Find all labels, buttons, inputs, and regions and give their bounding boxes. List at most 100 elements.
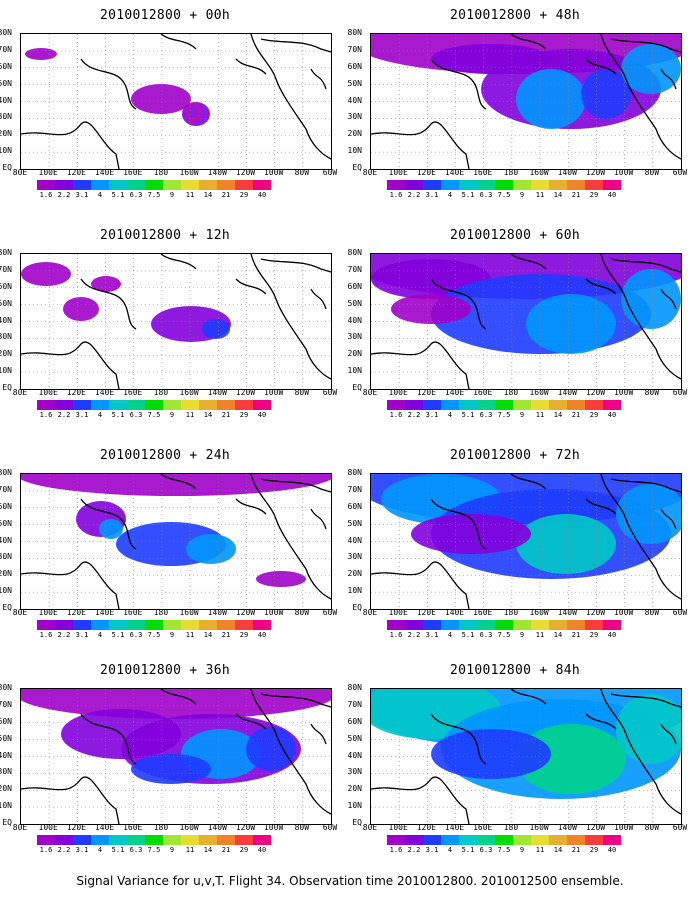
latitude-label: 10N [347, 586, 362, 596]
colorbar-label: 1.6 [389, 846, 403, 854]
variance-contour [621, 269, 681, 329]
forecast-panel: 2010012800 + 84h 80N 70N 60N 50N 40N 30N 20N 10N… [348, 663, 688, 863]
panel-title: 2010012800 + 24h [99, 448, 231, 463]
latitude-label: 70N [0, 484, 12, 494]
colorbar-swatch [405, 180, 423, 190]
longitude-label: 160E [123, 823, 143, 832]
variance-contour [411, 514, 531, 554]
colorbar-label: 40 [257, 191, 267, 199]
colorbar-label: 2.2 [57, 191, 71, 199]
longitude-label: 180 [153, 388, 169, 397]
observation-marker [186, 102, 200, 122]
colorbar-swatch [127, 400, 145, 410]
colorbar-swatch [549, 180, 567, 190]
colorbar-label: 5.1 [111, 631, 125, 639]
colorbar-swatch [567, 620, 585, 630]
longitude-axis: 80E 100E 120E 140E 160E 180 160W 140W 120W 100W 80… [356, 388, 692, 398]
longitude-label: 60W [672, 168, 688, 177]
colorbar-swatch [405, 620, 423, 630]
latitude-label: EQ [352, 818, 362, 827]
colorbar-label: 14 [553, 631, 563, 639]
colorbar-swatch [531, 835, 549, 845]
colorbar-label: 14 [553, 411, 563, 419]
map-plot [20, 688, 332, 825]
coastline [80, 498, 137, 550]
latitude-label: 80N [0, 468, 12, 477]
colorbar-label: 6.3 [129, 191, 143, 199]
coastline [510, 254, 547, 270]
variance-contour [186, 534, 236, 564]
variance-contour [202, 319, 230, 339]
colorbar-labels: 1.6 2.2 3.1 4 5.1 6.3 7.5 9 11 14 21 29 40 [387, 191, 657, 200]
longitude-label: 60W [322, 823, 338, 832]
longitude-label: 100W [263, 608, 284, 617]
coastline [21, 121, 120, 169]
colorbar-swatch [163, 620, 181, 630]
latitude-label: 80N [0, 683, 12, 692]
panel-title: 2010012800 + 12h [99, 228, 231, 243]
colorbar-label: 5.1 [461, 411, 475, 419]
longitude-label: 120E [66, 168, 86, 177]
longitude-label: 80E [362, 823, 378, 832]
coastline [600, 254, 681, 380]
colorbar [37, 180, 271, 190]
colorbar-label: 2.2 [407, 411, 421, 419]
colorbar-label: 29 [239, 191, 249, 199]
variance-contour [131, 84, 191, 114]
longitude-axis: 80E 100E 120E 140E 160E 180 160W 140W 120W 100W 80… [6, 388, 342, 398]
variance-contour [99, 519, 123, 539]
longitude-label: 80W [294, 388, 310, 397]
colorbar-swatch [199, 180, 217, 190]
variance-contour [431, 729, 551, 779]
longitude-label: 120W [235, 823, 256, 832]
variance-field [21, 474, 331, 609]
map-plot [370, 33, 682, 170]
variance-contour [516, 724, 626, 794]
map-plot [20, 473, 332, 610]
colorbar-label: 5.1 [461, 191, 475, 199]
latitude-label: 30N [347, 552, 362, 562]
latitude-label: 80N [347, 28, 362, 37]
colorbar-swatch [253, 620, 271, 630]
longitude-label: 160W [529, 388, 549, 397]
map-plot [20, 33, 332, 170]
coastline [610, 478, 681, 493]
colorbar-label: 29 [589, 191, 599, 199]
colorbar-swatch [441, 400, 459, 410]
longitude-label: 60W [672, 388, 688, 397]
longitude-label: 100W [613, 168, 634, 177]
latitude-label: 30N [347, 112, 362, 122]
colorbar [37, 620, 271, 630]
colorbar-labels: 1.6 2.2 3.1 4 5.1 6.3 7.5 9 11 14 21 29 40 [387, 846, 657, 855]
colorbar-label: 9 [169, 191, 175, 199]
colorbar-swatch [567, 400, 585, 410]
longitude-label: 160E [123, 168, 143, 177]
colorbar-swatch [477, 835, 495, 845]
forecast-panel: 2010012800 + 48h 80N 70N 60N 50N 40N 30N 20N 10N… [348, 8, 688, 208]
longitude-label: 140W [557, 823, 577, 832]
colorbar-label: 40 [257, 631, 267, 639]
colorbar-swatch [477, 180, 495, 190]
longitude-label: 80E [362, 608, 378, 617]
colorbar-swatch [37, 620, 55, 630]
colorbar-swatch [181, 835, 199, 845]
colorbar-label: 14 [203, 631, 213, 639]
latitude-label: 60N [0, 61, 12, 71]
colorbar-swatch [91, 400, 109, 410]
coastline [510, 689, 547, 705]
panel-title: 2010012800 + 48h [449, 8, 581, 23]
latitude-label: EQ [352, 163, 362, 172]
latitude-label: 70N [347, 264, 362, 274]
latitude-label: 20N [347, 784, 362, 794]
longitude-label: 140W [557, 388, 577, 397]
colorbar-label: 29 [239, 631, 249, 639]
latitude-label: 20N [0, 569, 12, 579]
colorbar-swatch [199, 400, 217, 410]
longitude-axis: 80E 100E 120E 140E 160E 180 160W 140W 120W 100W 80… [356, 608, 692, 618]
panel-title: 2010012800 + 84h [449, 663, 581, 678]
latitude-label: EQ [352, 383, 362, 392]
latitude-label: 10N [0, 586, 12, 596]
coastline [260, 258, 331, 273]
colorbar-label: 3.1 [425, 631, 439, 639]
colorbar-label: 2.2 [407, 846, 421, 854]
